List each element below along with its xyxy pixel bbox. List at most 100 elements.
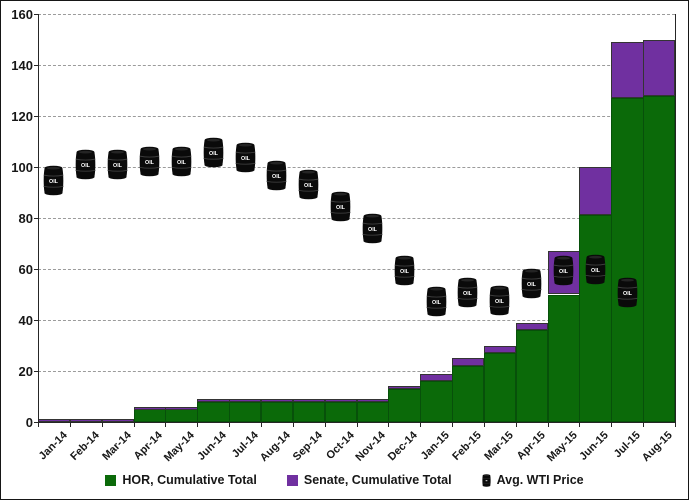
senate-bar-segment <box>579 167 612 216</box>
wti-barrel-marker: OIL <box>585 254 606 285</box>
svg-text:OIL: OIL <box>113 163 123 169</box>
svg-text:OIL: OIL <box>527 281 537 287</box>
hor-bar-segment <box>356 401 389 422</box>
y-axis-tick <box>34 116 38 117</box>
senate-bar-segment <box>643 39 676 96</box>
svg-text:OIL: OIL <box>591 268 601 274</box>
legend-label-wti: Avg. WTI Price <box>496 473 584 487</box>
wti-barrel-marker: OIL <box>330 191 351 222</box>
senate-bar-segment <box>420 373 453 382</box>
wti-barrel-marker: OIL <box>362 213 383 244</box>
y-axis-tick-label: 160 <box>11 7 33 22</box>
senate-bar-segment <box>133 406 166 410</box>
wti-barrel-marker: OIL <box>394 255 415 286</box>
oil-barrel-icon: OIL <box>617 277 638 307</box>
y-axis-tick-label: 20 <box>18 364 33 379</box>
gridline <box>38 166 675 168</box>
hor-bar-segment <box>611 98 644 422</box>
gridline <box>38 64 675 66</box>
x-axis-tick <box>420 423 422 427</box>
chart-legend: HOR, Cumulative Total Senate, Cumulative… <box>1 465 688 495</box>
y-axis-tick <box>34 218 38 219</box>
svg-text:OIL: OIL <box>336 205 346 211</box>
oil-barrel-icon: OIL <box>362 213 383 244</box>
x-axis-tick <box>356 423 358 427</box>
oil-barrel-icon: OIL <box>298 169 319 200</box>
x-axis-tick <box>643 423 645 427</box>
x-axis-tick <box>324 423 326 427</box>
y-axis-tick-label: 0 <box>25 415 33 430</box>
senate-bar-segment <box>611 42 644 99</box>
senate-bar-segment <box>388 386 421 390</box>
oil-barrel-icon: OIL <box>235 143 256 173</box>
hor-bar-segment <box>547 294 580 422</box>
hor-bar-segment <box>165 409 198 422</box>
x-axis-tick <box>388 423 390 427</box>
hor-bar-segment <box>324 401 357 422</box>
hor-series-swatch <box>105 474 117 486</box>
oil-barrel-icon: OIL <box>139 146 160 177</box>
senate-bar-segment <box>324 399 357 403</box>
wti-barrel-marker: OIL <box>203 137 224 168</box>
wti-barrel-marker: OIL <box>171 146 192 177</box>
senate-bar-segment <box>515 322 549 331</box>
gridline <box>38 319 675 321</box>
hor-bar-segment <box>483 353 517 422</box>
svg-text:OIL: OIL <box>432 300 442 306</box>
y-axis-tick-label: 80 <box>18 211 33 226</box>
hor-bar-segment <box>515 330 549 422</box>
wti-barrel-marker: OIL <box>266 160 287 191</box>
legend-label-hor: HOR, Cumulative Total <box>122 473 257 487</box>
x-axis-tick <box>260 423 262 427</box>
senate-bar-segment <box>229 399 262 403</box>
oil-barrel-icon: OIL <box>489 285 510 315</box>
oil-barrel-icon: OIL <box>171 146 192 177</box>
gridline <box>38 217 675 219</box>
hor-bar-segment <box>452 365 485 422</box>
wti-barrel-marker: OIL <box>298 169 319 200</box>
senate-bar-segment <box>452 358 485 366</box>
legend-item-wti: Avg. WTI Price <box>481 473 584 487</box>
y-axis-tick <box>34 269 38 270</box>
oil-barrel-icon: OIL <box>43 165 64 196</box>
x-axis-tick <box>69 423 71 427</box>
hor-bar-segment <box>229 401 262 422</box>
hor-bar-segment <box>260 401 294 422</box>
x-axis-tick <box>292 423 294 427</box>
senate-bar-segment <box>69 419 103 423</box>
y-axis-tick <box>34 422 38 423</box>
x-axis-tick <box>101 423 103 427</box>
hor-bar-segment <box>133 409 166 422</box>
wti-barrel-marker: OIL <box>617 277 638 308</box>
y-axis-tick-label: 120 <box>11 109 33 124</box>
oil-barrel-icon <box>481 473 491 487</box>
svg-text:OIL: OIL <box>241 156 251 162</box>
oil-barrel-icon: OIL <box>330 191 351 222</box>
svg-text:OIL: OIL <box>400 269 410 275</box>
gridline <box>38 13 675 15</box>
senate-bar-segment <box>101 419 135 423</box>
y-axis-tick <box>34 14 38 15</box>
hor-bar-segment <box>388 388 421 422</box>
svg-text:OIL: OIL <box>495 298 505 304</box>
wti-barrel-marker: OIL <box>139 146 160 177</box>
wti-barrel-marker: OIL <box>43 165 64 196</box>
y-axis-line <box>38 14 39 423</box>
svg-text:OIL: OIL <box>145 160 155 166</box>
wti-barrel-marker: OIL <box>553 255 574 286</box>
svg-text:OIL: OIL <box>304 183 314 189</box>
x-axis-tick <box>133 423 135 427</box>
plot-right-border <box>675 14 676 422</box>
gridline <box>38 370 675 372</box>
wti-barrel-marker: OIL <box>107 149 128 180</box>
y-axis-tick <box>34 371 38 372</box>
senate-bar-segment <box>356 399 389 403</box>
x-axis-tick <box>165 423 167 427</box>
svg-text:OIL: OIL <box>623 291 633 297</box>
svg-text:OIL: OIL <box>464 291 474 297</box>
svg-text:OIL: OIL <box>272 174 282 180</box>
wti-barrel-marker: OIL <box>457 277 478 308</box>
oil-barrel-icon: OIL <box>203 137 224 167</box>
wti-barrel-marker: OIL <box>489 285 510 316</box>
